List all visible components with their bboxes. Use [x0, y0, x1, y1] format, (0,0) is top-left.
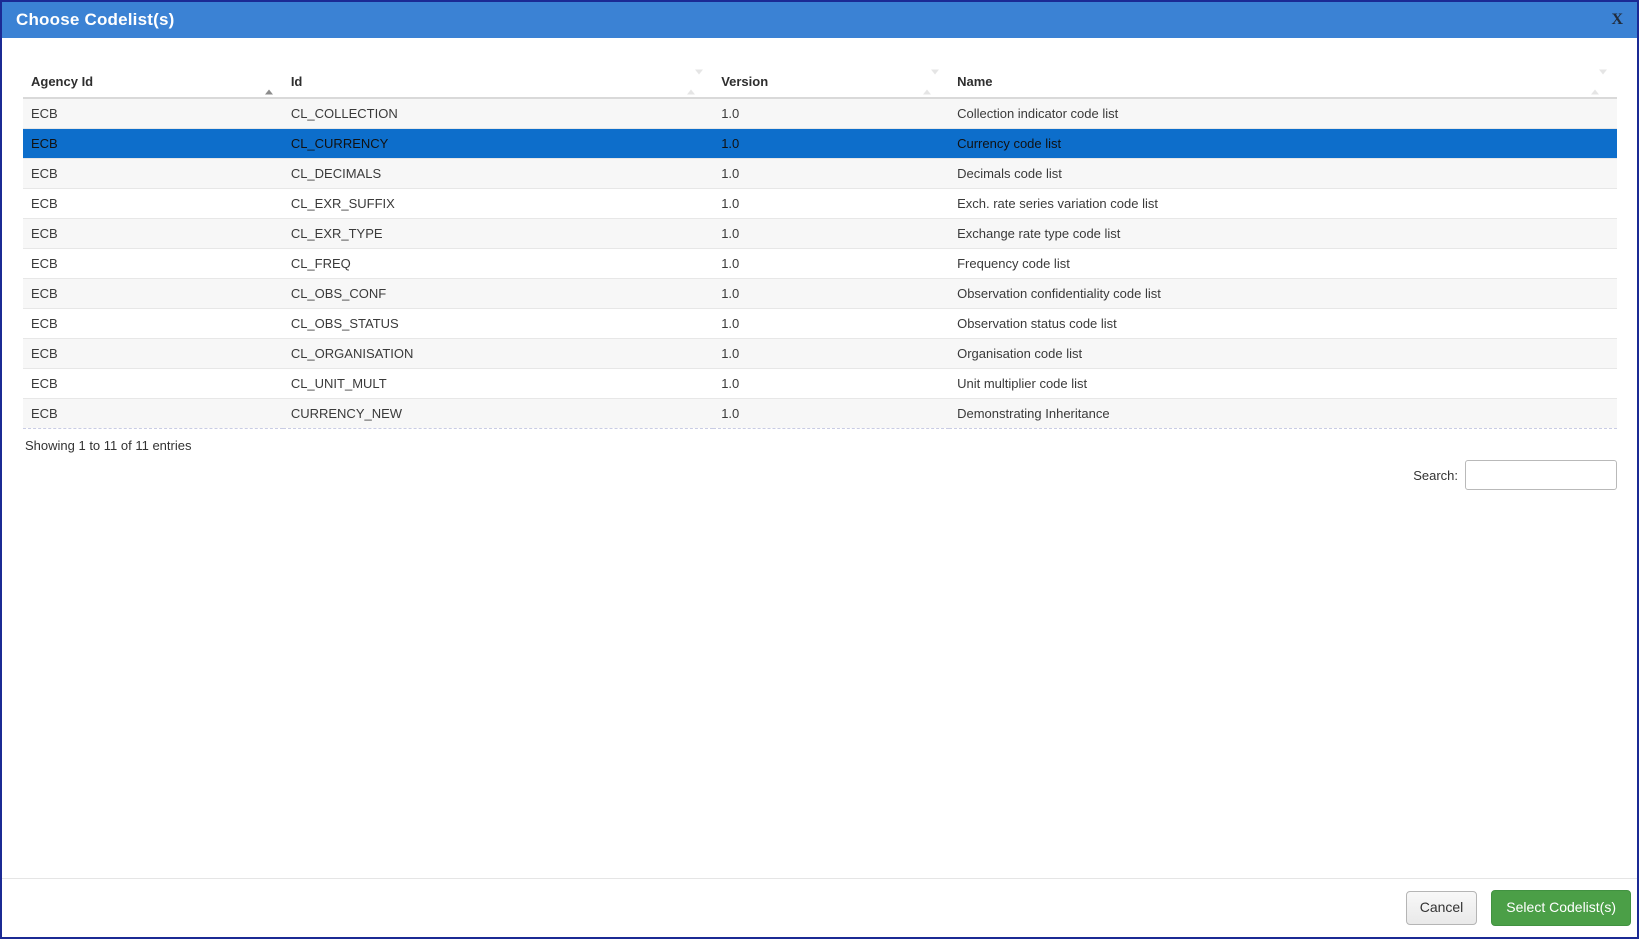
table-header-row: Agency Id Id Version Name: [23, 66, 1617, 99]
cell-name: Unit multiplier code list: [949, 368, 1617, 399]
cell-agency-id: ECB: [23, 248, 283, 279]
table-row[interactable]: ECB CL_COLLECTION 1.0 Collection indicator …: [23, 98, 1617, 129]
table-row[interactable]: ECB CL_DECIMALS 1.0 Decimals code list: [23, 158, 1617, 189]
close-icon[interactable]: X: [1607, 10, 1627, 30]
table-row[interactable]: ECB CL_UNIT_MULT 1.0 Unit multiplier code l…: [23, 368, 1617, 399]
cell-id: CL_OBS_CONF: [282, 278, 714, 309]
cell-agency-id: ECB: [23, 398, 283, 429]
dialog-title: Choose Codelist(s): [16, 10, 175, 29]
sort-both-icon: [923, 69, 940, 94]
cell-version: 1.0: [713, 158, 950, 189]
cell-agency-id: ECB: [23, 218, 283, 249]
table-row[interactable]: ECB CURRENCY_NEW 1.0 Demonstrating Inherita…: [23, 398, 1617, 429]
cell-agency-id: ECB: [23, 368, 283, 399]
sort-both-icon: [1591, 69, 1607, 94]
cell-id: CL_CURRENCY: [282, 128, 714, 159]
column-label: Id: [290, 74, 303, 89]
cell-agency-id: ECB: [31, 106, 58, 121]
cell-version: 1.0: [713, 218, 950, 249]
search-input[interactable]: [1465, 460, 1617, 490]
codelist-table: Agency Id Id Version Name: [23, 66, 1617, 429]
cell-version: 1.0: [713, 338, 950, 369]
column-header-id[interactable]: Id: [282, 66, 714, 99]
table-row[interactable]: ECB CL_EXR_TYPE 1.0 Exchange rate type code…: [23, 218, 1617, 249]
cell-id: CL_FREQ: [282, 248, 714, 279]
cell-id: CURRENCY_NEW: [282, 398, 714, 429]
cell-agency-id: ECB: [23, 158, 283, 189]
cell-version: 1.0: [713, 398, 950, 429]
cell-agency-id: ECB: [23, 278, 283, 309]
cell-id: CL_UNIT_MULT: [282, 368, 714, 399]
cell-version: 1.0: [713, 128, 950, 159]
cell-name: Collection indicator code list: [957, 106, 1119, 121]
cell-name: Exchange rate type code list: [949, 218, 1617, 249]
table-row[interactable]: ECB CL_CURRENCY 1.0 Currency code list: [23, 128, 1617, 159]
column-label: Name: [957, 74, 993, 89]
cell-name: Observation confidentiality code list: [949, 278, 1617, 309]
cell-id: CL_ORGANISATION: [282, 338, 714, 369]
cell-agency-id: ECB: [23, 308, 283, 339]
cell-name: Exch. rate series variation code list: [949, 188, 1617, 219]
cell-id: CL_DECIMALS: [282, 158, 714, 189]
dialog-footer: Cancel Select Codelist(s): [2, 878, 1637, 937]
cell-name: Demonstrating Inheritance: [949, 398, 1617, 429]
cell-id: CL_EXR_TYPE: [282, 218, 714, 249]
table-row[interactable]: ECB CL_OBS_CONF 1.0 Observation confidentia…: [23, 278, 1617, 309]
sort-asc-icon: [264, 74, 273, 94]
cell-id: CL_OBS_STATUS: [282, 308, 714, 339]
cell-version: 1.0: [713, 278, 950, 309]
cell-name: Currency code list: [949, 128, 1617, 159]
column-header-version[interactable]: Version: [713, 66, 950, 99]
column-header-agency-id[interactable]: Agency Id: [23, 66, 283, 99]
cell-name: Organisation code list: [949, 338, 1617, 369]
cancel-button[interactable]: Cancel: [1405, 891, 1478, 925]
cell-name: Decimals code list: [949, 158, 1617, 189]
cell-id: CL_EXR_SUFFIX: [282, 188, 714, 219]
showing-entries-text: Showing 1 to 11 of 11 entries: [25, 438, 192, 453]
column-header-name[interactable]: Name: [949, 66, 1617, 99]
table-row[interactable]: ECB CL_FREQ 1.0 Frequency code list: [23, 248, 1617, 279]
cell-version: 1.0: [713, 308, 950, 339]
column-label: Agency Id: [31, 74, 94, 89]
cell-version: 1.0: [713, 368, 950, 399]
table-row[interactable]: ECB CL_ORGANISATION 1.0 Organisation code l…: [23, 338, 1617, 369]
cell-agency-id: ECB: [23, 188, 283, 219]
cell-name: Frequency code list: [949, 248, 1617, 279]
dialog-header: Choose Codelist(s) X: [2, 2, 1637, 38]
codelist-table-body: ECB CL_COLLECTION 1.0 Collection indicator …: [23, 98, 1617, 429]
cell-name: Observation status code list: [949, 308, 1617, 339]
select-codelists-button[interactable]: Select Codelist(s): [1491, 890, 1631, 926]
table-row[interactable]: ECB CL_EXR_SUFFIX 1.0 Exch. rate series var…: [23, 188, 1617, 219]
dialog-body: Agency Id Id Version Name: [2, 38, 1637, 490]
search-row: Search:: [23, 460, 1617, 490]
cell-version: 1.0: [713, 188, 950, 219]
sort-both-icon: [687, 69, 704, 94]
cell-version: 1.0: [721, 106, 740, 121]
search-label: Search:: [1413, 467, 1458, 483]
cell-version: 1.0: [713, 248, 950, 279]
cell-agency-id: ECB: [23, 128, 283, 159]
column-label: Version: [721, 74, 769, 89]
cell-id: CL_COLLECTION: [290, 106, 398, 121]
table-row[interactable]: ECB CL_OBS_STATUS 1.0 Observation status co…: [23, 308, 1617, 339]
cell-agency-id: ECB: [23, 338, 283, 369]
